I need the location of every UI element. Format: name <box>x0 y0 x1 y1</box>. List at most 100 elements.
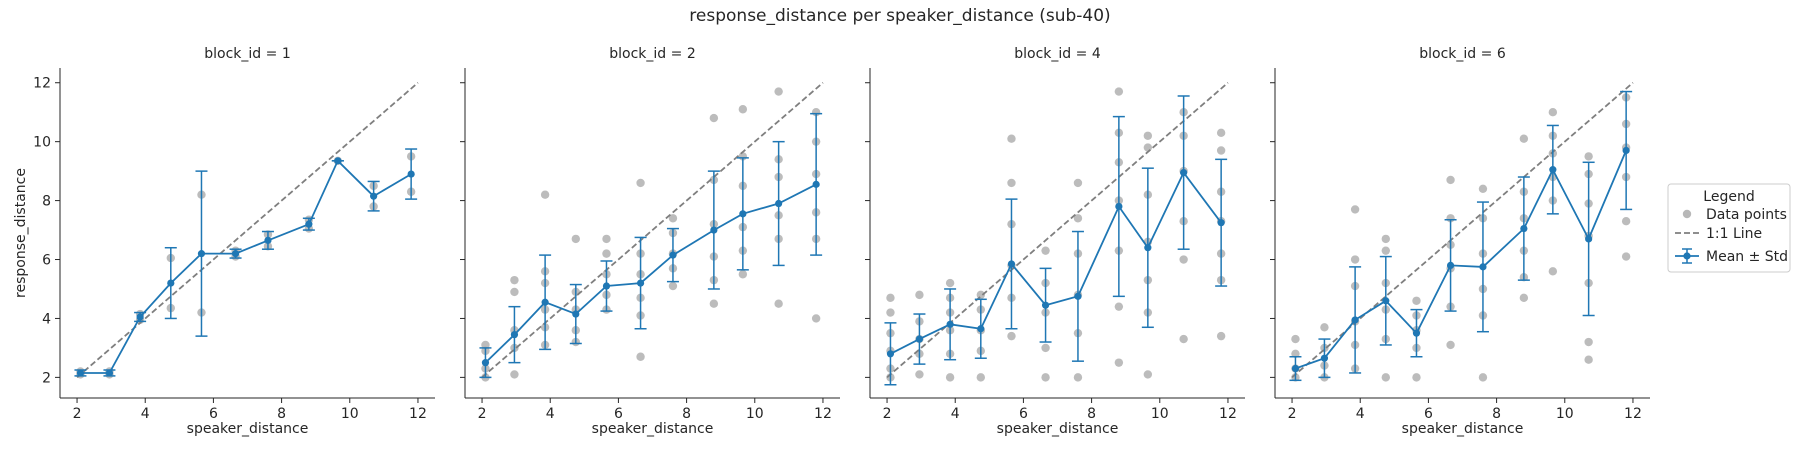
mean-marker <box>1291 364 1300 373</box>
data-point <box>636 352 645 361</box>
data-point <box>811 314 821 323</box>
mean-marker <box>812 180 820 188</box>
legend-marker-mean <box>1675 248 1699 264</box>
data-point <box>571 234 580 244</box>
mean-marker <box>1585 235 1593 243</box>
data-point <box>1584 152 1593 161</box>
data-point <box>1519 293 1529 303</box>
panel-title: block_id = 1 <box>204 46 290 62</box>
data-point <box>540 190 550 199</box>
mean-marker <box>775 199 783 208</box>
data-point <box>709 113 719 123</box>
data-point <box>1007 178 1016 188</box>
y-tick-label: 6 <box>42 253 51 269</box>
legend: Legend Data points 1:1 Line Mean ± Std <box>1667 183 1791 273</box>
mean-marker <box>977 325 985 333</box>
data-point <box>945 373 955 382</box>
x-tick-label: 12 <box>1624 406 1642 422</box>
mean-marker <box>1520 224 1528 233</box>
y-tick-label: 10 <box>33 135 51 151</box>
data-point <box>1381 246 1390 255</box>
legend-label-mean: Mean ± Std <box>1706 249 1788 265</box>
mean-marker <box>197 250 206 258</box>
mean-marker <box>636 279 645 287</box>
mean-marker <box>886 350 895 358</box>
data-point <box>1412 296 1421 305</box>
mean-line <box>80 159 412 374</box>
legend-label-points: Data points <box>1706 207 1787 223</box>
mean-marker <box>1351 316 1359 324</box>
data-point <box>774 87 783 96</box>
data-point <box>915 290 924 300</box>
data-point <box>1350 205 1360 214</box>
data-point <box>945 278 955 288</box>
data-point <box>1114 87 1124 96</box>
x-tick-label: 2 <box>883 406 892 422</box>
mean-marker <box>334 157 342 165</box>
figure-title: response_distance per speaker_distance (… <box>689 6 1110 26</box>
x-tick-label: 2 <box>478 406 487 422</box>
x-tick-label: 10 <box>341 406 359 422</box>
data-point <box>886 293 895 303</box>
data-point <box>1584 355 1593 364</box>
mean-line <box>484 183 817 364</box>
data-point <box>915 370 924 379</box>
x-tick-label: 2 <box>73 406 82 422</box>
mean-marker <box>1180 168 1188 177</box>
x-tick-label: 4 <box>141 406 150 422</box>
data-point <box>668 214 678 223</box>
data-point <box>1041 343 1050 353</box>
mean-marker <box>541 298 549 306</box>
data-point <box>1114 302 1124 311</box>
data-point <box>1291 349 1300 359</box>
mean-marker <box>407 170 415 178</box>
mean-marker <box>1446 261 1455 270</box>
x-tick-label: 8 <box>682 406 691 422</box>
x-tick-label: 8 <box>277 406 286 422</box>
mean-marker <box>1549 166 1557 174</box>
panel-1: block_id = 1 2 4 6 8 10 12 2 4 6 8 10 12 speaker_dist… <box>13 46 435 437</box>
mean-marker <box>1622 146 1630 155</box>
data-point <box>1548 107 1558 117</box>
data-point <box>1041 373 1050 382</box>
facet-grid: block_id = 1 2 4 6 8 10 12 2 4 6 8 10 12 speaker_dist… <box>13 46 1650 437</box>
data-point <box>1073 373 1083 382</box>
y-tick-label: 4 <box>42 311 51 327</box>
data-point <box>1381 373 1390 382</box>
x-tick-label: 12 <box>409 406 427 422</box>
data-point <box>1007 134 1016 143</box>
x-axis-label: speaker_distance <box>592 421 714 437</box>
data-point <box>510 370 519 379</box>
mean-marker <box>481 359 490 367</box>
data-point <box>1519 134 1529 143</box>
mean-marker <box>76 369 85 377</box>
data-point <box>1446 175 1455 185</box>
data-point <box>1621 217 1631 226</box>
mean-marker <box>710 226 718 234</box>
data-point <box>976 373 985 382</box>
mean-marker <box>1320 354 1329 362</box>
mean-marker <box>1412 329 1421 337</box>
data-point <box>1114 358 1124 367</box>
legend-label-identity-line: 1:1 Line <box>1706 226 1762 242</box>
y-tick-label: 2 <box>42 370 51 386</box>
mean-marker <box>136 313 144 321</box>
x-tick-label: 2 <box>1288 406 1297 422</box>
data-point <box>709 299 719 308</box>
data-point <box>1478 184 1488 194</box>
legend-marker-points <box>1682 209 1692 219</box>
x-tick-label: 4 <box>1356 406 1365 422</box>
x-tick-label: 4 <box>951 406 960 422</box>
data-point <box>1584 337 1593 347</box>
data-point <box>1548 267 1558 276</box>
data-point <box>774 299 783 308</box>
data-point <box>602 234 611 244</box>
panel-title: block_id = 4 <box>1014 46 1101 62</box>
x-tick-label: 8 <box>1492 406 1501 422</box>
identity-line <box>481 82 824 379</box>
data-point <box>1007 331 1016 341</box>
data-point <box>1073 178 1083 188</box>
mean-marker <box>1144 244 1152 252</box>
data-point <box>1381 234 1390 244</box>
